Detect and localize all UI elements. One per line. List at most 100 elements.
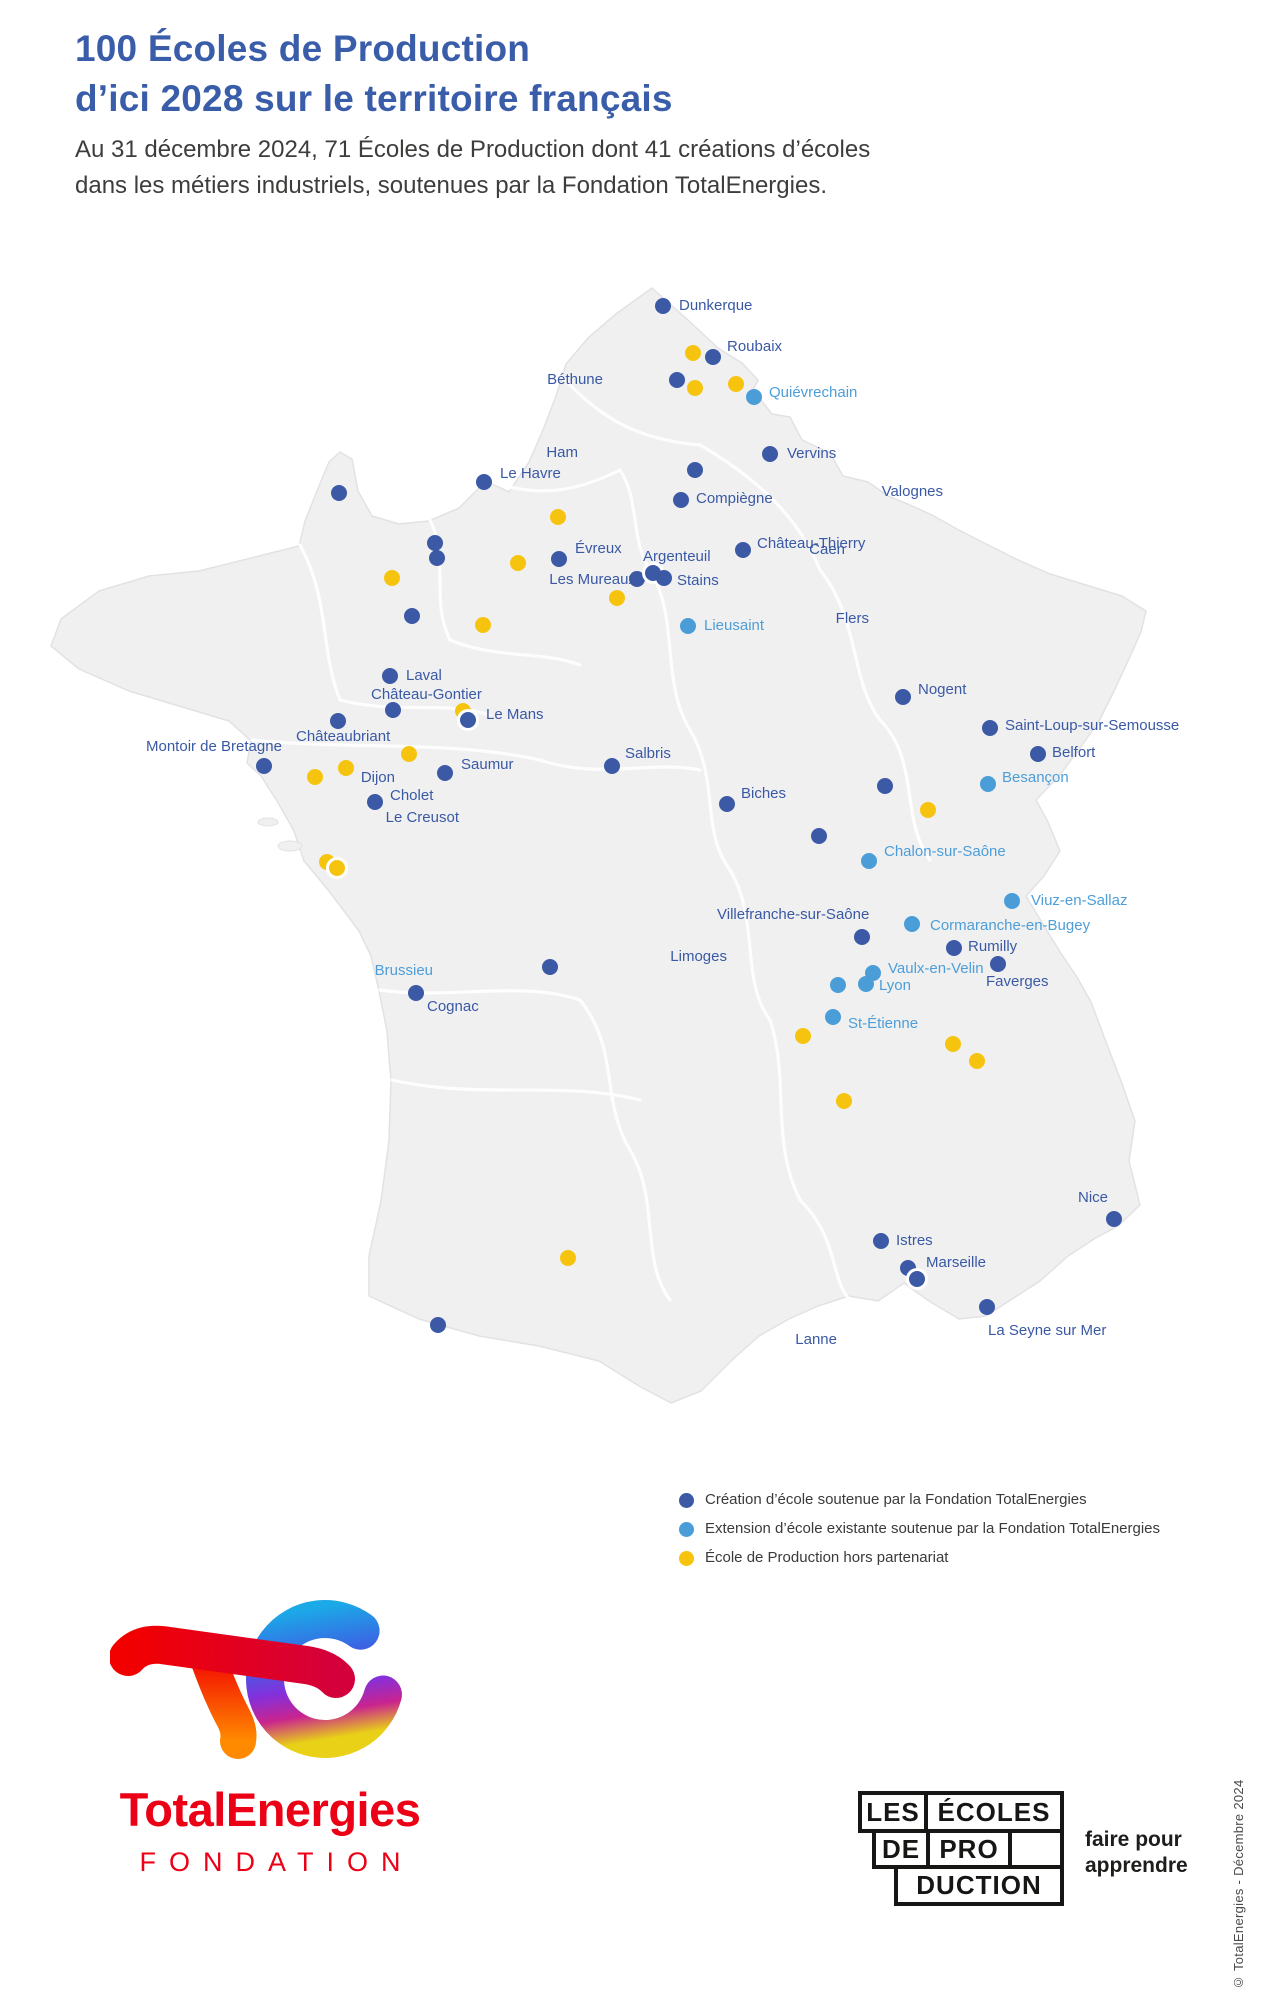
- city-label: Vaulx-en-Velin: [888, 960, 984, 977]
- map-dot-hors-partenariat: [836, 1093, 852, 1109]
- city-label: Valognes: [881, 483, 943, 500]
- ecoles-de-production-logo: LES ÉCOLES DE PRO DUCTION: [858, 1791, 1070, 1911]
- city-label: Rumilly: [968, 938, 1018, 955]
- map-dot-hors-partenariat: [401, 746, 417, 762]
- map-dot-creation: [762, 446, 778, 462]
- city-label: Compiègne: [696, 490, 773, 507]
- map-dot-hors-partenariat: [329, 860, 345, 876]
- map-dot-hors-partenariat: [475, 617, 491, 633]
- map-dot-extension: [861, 853, 877, 869]
- edp-box-pro: PRO: [926, 1829, 1012, 1869]
- map-dot-creation: [909, 1271, 925, 1287]
- totalenergies-fondation-logo: TotalEnergies FONDATION: [88, 1593, 452, 1878]
- city-label: Saint-Loup-sur-Semousse: [1005, 717, 1180, 734]
- totalenergies-mark-icon: [109, 1600, 404, 1759]
- city-label: Château-Thierry: [757, 535, 866, 552]
- map-dot-creation: [687, 462, 703, 478]
- city-label: Château-Gontier: [371, 686, 482, 703]
- map-dot-hors-partenariat: [687, 380, 703, 396]
- city-label: Lyon: [879, 977, 911, 994]
- legend-item: Extension d’école existante soutenue par…: [679, 1519, 1160, 1539]
- map-dot-creation: [873, 1233, 889, 1249]
- city-label: Vervins: [787, 445, 837, 462]
- map-dot-hors-partenariat: [550, 509, 566, 525]
- city-label: Nogent: [918, 681, 967, 698]
- city-label: Évreux: [575, 540, 622, 557]
- map-dot-extension: [904, 916, 920, 932]
- city-label: Béthune: [547, 371, 603, 388]
- map-dot-creation: [551, 551, 567, 567]
- city-label: Biches: [741, 785, 787, 802]
- city-label: Chalon-sur-Saône: [884, 843, 1006, 860]
- city-label: Laval: [406, 667, 442, 684]
- map-dot-creation: [656, 570, 672, 586]
- map-dot-creation: [895, 689, 911, 705]
- edp-box-empty: [1008, 1829, 1064, 1869]
- map-dot-extension: [830, 977, 846, 993]
- map-dot-creation: [604, 758, 620, 774]
- map-dot-creation: [430, 1317, 446, 1333]
- brand-name: TotalEnergies: [119, 1783, 421, 1836]
- map-dot-extension: [680, 618, 696, 634]
- map-dot-creation: [735, 542, 751, 558]
- city-label: Besançon: [1002, 769, 1069, 786]
- city-label: Villefranche-sur-Saône: [717, 906, 870, 923]
- city-label: Montoir de Bretagne: [146, 738, 282, 755]
- map-dot-creation: [385, 702, 401, 718]
- map-dot-creation: [437, 765, 453, 781]
- map-dot-hors-partenariat: [307, 769, 323, 785]
- legend-item: Création d’école soutenue par la Fondati…: [679, 1490, 1160, 1510]
- legend-item: École de Production hors partenariat: [679, 1548, 1160, 1568]
- edp-tagline: faire pour apprendre: [1085, 1827, 1188, 1879]
- edp-tagline-line2: apprendre: [1085, 1854, 1188, 1877]
- city-label: St-Étienne: [848, 1015, 919, 1032]
- city-label: Nice: [1078, 1189, 1109, 1206]
- map-dots-layer: Dunkerque Roubaix Béthune Quiévrechain Ham Ve…: [146, 297, 1180, 1348]
- map-dot-hors-partenariat: [945, 1036, 961, 1052]
- map-dot-hors-partenariat: [384, 570, 400, 586]
- map-dot-creation: [382, 668, 398, 684]
- legend-dot-icon: [679, 1521, 694, 1537]
- map-dot-hors-partenariat: [728, 376, 744, 392]
- map-dot-creation: [542, 959, 558, 975]
- page-title-line2: d’ici 2028 sur le territoire français: [75, 78, 673, 119]
- city-label: Flers: [835, 610, 869, 627]
- city-label: Belfort: [1052, 744, 1096, 761]
- city-label: Le Creusot: [385, 809, 459, 826]
- map-dot-hors-partenariat: [609, 590, 625, 606]
- map-dot-creation: [629, 571, 645, 587]
- legend-dot-icon: [679, 1550, 694, 1566]
- city-label: Viuz-en-Sallaz: [1031, 892, 1128, 909]
- city-label: Roubaix: [727, 338, 783, 355]
- edp-box-de: DE: [872, 1829, 930, 1869]
- map-dot-hors-partenariat: [560, 1250, 576, 1266]
- edp-box-ecoles: ÉCOLES: [924, 1791, 1064, 1833]
- city-label: Cognac: [427, 998, 479, 1015]
- city-label: Cholet: [390, 787, 434, 804]
- map-dot-creation: [476, 474, 492, 490]
- edp-box-les: LES: [858, 1791, 928, 1833]
- map-dot-creation: [877, 778, 893, 794]
- map-dot-extension: [858, 976, 874, 992]
- page-title-line1: 100 Écoles de Production: [75, 28, 531, 69]
- page-title: 100 Écoles de Production d’ici 2028 sur …: [75, 24, 673, 124]
- city-label: Argenteuil: [643, 548, 711, 565]
- city-label: Quiévrechain: [769, 384, 858, 401]
- map-dot-creation: [655, 298, 671, 314]
- copyright-credit: © TotalEnergies - Décembre 2024: [1231, 1779, 1246, 1991]
- map-dot-creation: [979, 1299, 995, 1315]
- map-dot-hors-partenariat: [920, 802, 936, 818]
- city-label: Lanne: [795, 1331, 837, 1348]
- edp-box-duction: DUCTION: [894, 1865, 1064, 1906]
- map-dot-creation: [256, 758, 272, 774]
- map-dot-creation: [811, 828, 827, 844]
- map-dot-creation: [982, 720, 998, 736]
- page-subtitle-line1: Au 31 décembre 2024, 71 Écoles de Produc…: [75, 136, 871, 163]
- city-label: Lieusaint: [704, 617, 765, 634]
- page-subtitle-line2: dans les métiers industriels, soutenues …: [75, 172, 827, 199]
- map-dot-extension: [746, 389, 762, 405]
- map-dot-creation: [854, 929, 870, 945]
- legend-label: Création d’école soutenue par la Fondati…: [705, 1491, 1087, 1508]
- city-label: Cormaranche-en-Bugey: [930, 917, 1091, 934]
